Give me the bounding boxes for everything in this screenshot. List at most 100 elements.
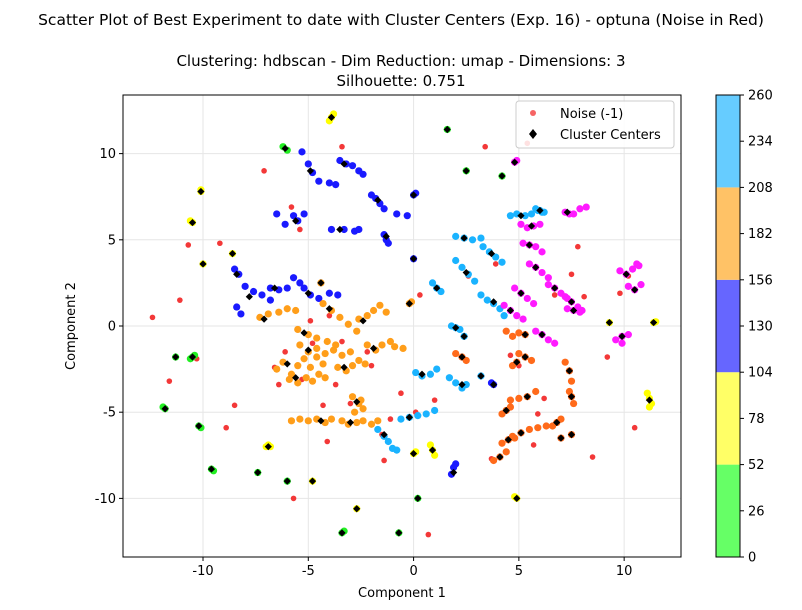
cluster-point bbox=[515, 349, 523, 358]
colorbar-tick-label: 182 bbox=[748, 227, 773, 242]
cluster-center-marker bbox=[489, 381, 498, 389]
cluster-point bbox=[557, 415, 565, 423]
cluster-point bbox=[538, 268, 546, 277]
cluster-point bbox=[332, 181, 340, 189]
cluster-point bbox=[281, 220, 289, 228]
cluster-point bbox=[315, 294, 323, 303]
y-axis-label: Component 2 bbox=[64, 282, 79, 370]
cluster-point bbox=[567, 377, 576, 385]
cluster-center-marker bbox=[462, 268, 470, 277]
cluster-point bbox=[361, 360, 369, 368]
cluster-point bbox=[353, 327, 361, 335]
cluster-center-marker bbox=[300, 329, 308, 337]
cluster-point bbox=[612, 336, 620, 344]
cluster-point bbox=[348, 162, 357, 170]
noise-point bbox=[320, 402, 326, 409]
cluster-point bbox=[618, 339, 626, 347]
cluster-point bbox=[336, 313, 344, 321]
cluster-point bbox=[515, 394, 523, 403]
cluster-point bbox=[376, 301, 384, 309]
colorbar-band bbox=[716, 279, 740, 373]
cluster-point bbox=[380, 205, 388, 213]
cluster-center-marker bbox=[374, 196, 382, 204]
cluster-point bbox=[348, 393, 357, 401]
cluster-point bbox=[397, 415, 405, 423]
noise-point bbox=[387, 416, 394, 422]
cluster-center-marker bbox=[523, 393, 531, 401]
cluster-point bbox=[237, 310, 245, 318]
x-tick-label: -10 bbox=[192, 564, 213, 579]
cluster-point bbox=[426, 370, 435, 378]
cluster-center-marker bbox=[414, 494, 422, 502]
cluster-point bbox=[508, 332, 517, 340]
cluster-point bbox=[289, 212, 298, 220]
cluster-point bbox=[477, 234, 485, 242]
noise-point bbox=[276, 381, 282, 388]
cluster-center-marker bbox=[228, 249, 237, 258]
cluster-point bbox=[422, 410, 430, 418]
cluster-point bbox=[304, 160, 312, 168]
cluster-point bbox=[576, 205, 584, 213]
cluster-point bbox=[433, 365, 441, 373]
cluster-point bbox=[431, 451, 439, 459]
cluster-center-marker bbox=[496, 453, 504, 461]
cluster-point bbox=[306, 363, 315, 371]
noise-point bbox=[290, 495, 297, 502]
noise-point bbox=[568, 271, 575, 278]
cluster-point bbox=[498, 258, 506, 266]
cluster-point bbox=[359, 405, 367, 413]
noise-point bbox=[530, 442, 537, 448]
x-axis-ticks: -10 -5 0 5 10 bbox=[192, 557, 632, 579]
cluster-point bbox=[313, 353, 321, 361]
cluster-center-marker bbox=[409, 449, 418, 458]
cluster-center-marker bbox=[336, 225, 344, 234]
cluster-center-marker bbox=[405, 413, 413, 421]
cluster-point bbox=[294, 362, 302, 370]
cluster-point bbox=[519, 315, 527, 323]
cluster-point bbox=[393, 446, 401, 454]
cluster-center-marker bbox=[317, 279, 325, 287]
cluster-point bbox=[513, 312, 521, 320]
cluster-point bbox=[249, 287, 258, 296]
y-tick-label: 5 bbox=[108, 233, 116, 248]
cluster-center-marker bbox=[254, 468, 262, 477]
cluster-point bbox=[471, 277, 479, 285]
cluster-point bbox=[275, 308, 283, 316]
legend-noise-label: Noise (-1) bbox=[560, 107, 623, 122]
noise-point bbox=[431, 397, 438, 403]
noise-point bbox=[492, 261, 499, 267]
cluster-point bbox=[452, 460, 460, 468]
cluster-center-marker bbox=[283, 477, 291, 485]
cluster-center-marker bbox=[353, 398, 361, 406]
cluster-point bbox=[321, 374, 329, 382]
cluster-center-marker bbox=[245, 293, 253, 301]
colorbar-band bbox=[716, 95, 740, 188]
colorbar-band bbox=[716, 187, 740, 280]
cluster-center-marker bbox=[502, 406, 510, 415]
cluster-center-marker bbox=[395, 529, 403, 537]
cluster-center-marker bbox=[513, 494, 521, 502]
cluster-center-marker bbox=[504, 436, 512, 444]
cluster-center-marker bbox=[283, 360, 291, 368]
cluster-point bbox=[561, 358, 569, 366]
cluster-point bbox=[532, 327, 540, 335]
cluster-point bbox=[532, 387, 540, 396]
cluster-point bbox=[296, 341, 304, 349]
cluster-point bbox=[298, 148, 306, 156]
legend: Noise (-1) Cluster Centers bbox=[515, 100, 675, 149]
cluster-point bbox=[355, 356, 363, 365]
cluster-center-marker bbox=[195, 422, 203, 430]
cluster-center-marker bbox=[462, 167, 470, 175]
cluster-center-marker bbox=[172, 353, 180, 361]
cluster-point bbox=[334, 363, 342, 371]
cluster-point bbox=[302, 374, 310, 382]
cluster-point bbox=[428, 279, 437, 287]
cluster-point bbox=[283, 305, 291, 313]
cluster-point bbox=[340, 225, 348, 234]
noise-point bbox=[364, 349, 371, 355]
cluster-point bbox=[391, 343, 399, 351]
cluster-center-marker bbox=[199, 260, 207, 268]
colorbar-tick-label: 156 bbox=[748, 273, 773, 288]
colorbar-band bbox=[716, 372, 740, 465]
